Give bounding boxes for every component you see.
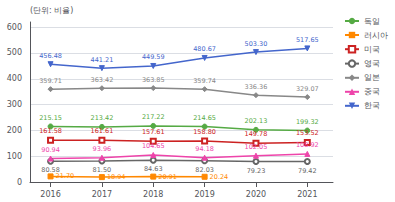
svg-text:329.07: 329.07 [296, 85, 319, 93]
svg-text:영국: 영국 [364, 59, 380, 68]
svg-text:2020: 2020 [246, 190, 266, 199]
svg-text:215.15: 215.15 [39, 114, 62, 122]
svg-text:600: 600 [7, 23, 22, 32]
svg-text:(단위: 비율): (단위: 비율) [30, 6, 73, 15]
svg-text:157.61: 157.61 [142, 128, 165, 136]
svg-text:100: 100 [7, 152, 22, 161]
svg-text:217.22: 217.22 [142, 113, 165, 121]
svg-text:2019: 2019 [194, 190, 214, 199]
svg-text:2016: 2016 [40, 190, 60, 199]
svg-text:359.74: 359.74 [193, 77, 216, 85]
svg-text:336.36: 336.36 [245, 83, 268, 91]
svg-text:161.58: 161.58 [39, 127, 62, 135]
svg-text:199.32: 199.32 [296, 118, 319, 126]
svg-text:0: 0 [17, 178, 22, 187]
svg-text:러시아: 러시아 [364, 31, 388, 40]
svg-text:21.70: 21.70 [55, 172, 75, 181]
svg-text:202.13: 202.13 [245, 117, 268, 125]
svg-text:200: 200 [7, 126, 22, 135]
svg-text:일본: 일본 [364, 73, 380, 82]
svg-text:84.63: 84.63 [144, 165, 163, 173]
svg-text:18.94: 18.94 [107, 173, 126, 181]
svg-text:한국: 한국 [364, 101, 380, 110]
svg-text:20.24: 20.24 [210, 173, 229, 181]
svg-text:79.42: 79.42 [298, 167, 317, 175]
svg-text:213.42: 213.42 [91, 114, 114, 122]
svg-text:158.80: 158.80 [193, 128, 216, 136]
svg-text:149.78: 149.78 [245, 130, 268, 138]
svg-text:82.03: 82.03 [195, 166, 214, 174]
svg-text:359.71: 359.71 [39, 77, 62, 85]
svg-text:441.21: 441.21 [91, 56, 114, 64]
svg-text:2017: 2017 [92, 190, 112, 199]
svg-text:81.50: 81.50 [93, 166, 112, 174]
svg-text:미국: 미국 [364, 45, 380, 54]
svg-text:363.85: 363.85 [142, 76, 165, 84]
svg-text:79.23: 79.23 [247, 167, 266, 175]
svg-text:400: 400 [7, 74, 22, 83]
svg-text:93.96: 93.96 [93, 145, 112, 153]
svg-text:80.58: 80.58 [41, 166, 60, 174]
svg-text:214.65: 214.65 [193, 114, 216, 122]
svg-text:449.59: 449.59 [142, 53, 165, 61]
svg-text:90.94: 90.94 [41, 146, 60, 154]
svg-text:독일: 독일 [364, 17, 380, 26]
svg-text:94.18: 94.18 [195, 145, 214, 153]
svg-text:503.30: 503.30 [245, 40, 268, 48]
svg-text:20.91: 20.91 [158, 173, 177, 181]
svg-text:480.67: 480.67 [193, 45, 216, 53]
svg-text:161.61: 161.61 [91, 127, 114, 135]
svg-text:104.65: 104.65 [142, 142, 165, 150]
svg-text:108.92: 108.92 [296, 141, 319, 149]
svg-text:517.65: 517.65 [296, 36, 319, 44]
svg-text:500: 500 [7, 48, 22, 57]
svg-text:2021: 2021 [297, 190, 317, 199]
svg-text:중국: 중국 [364, 87, 380, 96]
svg-text:363.42: 363.42 [91, 76, 114, 84]
svg-text:300: 300 [7, 100, 22, 109]
svg-text:456.48: 456.48 [39, 52, 62, 60]
svg-text:2018: 2018 [143, 190, 163, 199]
svg-text:153.52: 153.52 [296, 129, 319, 137]
svg-text:102.05: 102.05 [245, 143, 268, 151]
